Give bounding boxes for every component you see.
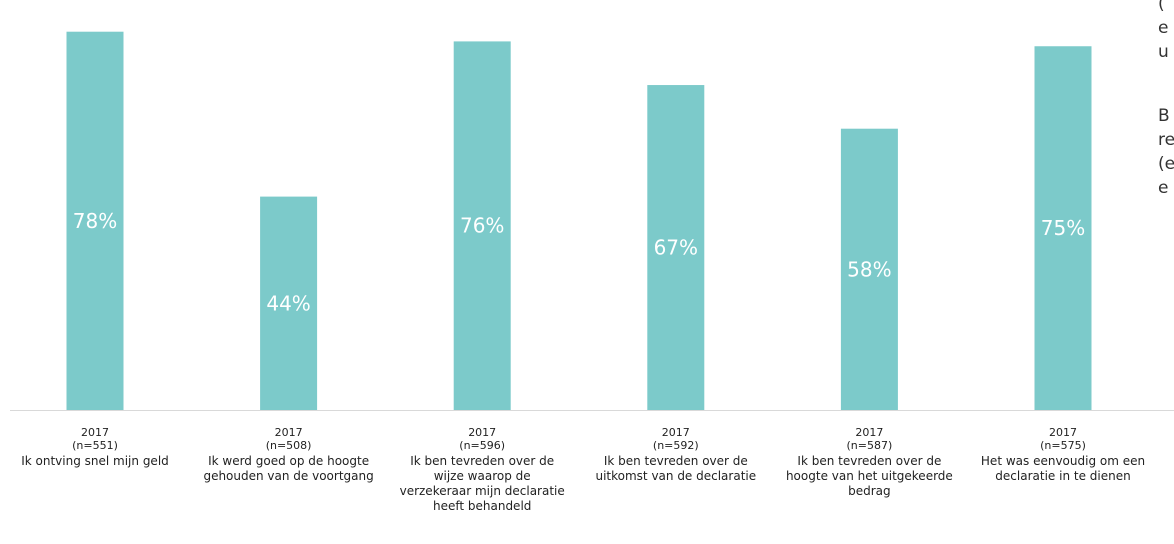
data-label: 78% — [73, 209, 117, 233]
category-year: 2017 — [274, 426, 303, 439]
category-year: 2017 — [661, 426, 690, 439]
category-year: 2017 — [1049, 426, 1077, 439]
category-label: 2017 (n=592) Ik ben tevreden over de uitkom… — [576, 426, 776, 484]
bar — [66, 31, 124, 410]
category-sample-size: (n=587) — [846, 439, 893, 452]
category-text: Ik ben tevreden over de hoogte van het ui… — [769, 454, 969, 499]
category-text-line: gehouden van de voortgang — [203, 469, 374, 483]
category-text: Ik ben tevreden over de uitkomst van de d… — [576, 454, 776, 484]
side-text-line: e — [1158, 178, 1169, 198]
side-text-line: B — [1158, 106, 1170, 126]
category-text: Ik werd goed op de hoogte gehouden van de… — [189, 454, 389, 484]
category-text-line: bedrag — [848, 484, 891, 498]
category-label: 2017 (n=596) Ik ben tevreden over de wijze … — [382, 426, 582, 514]
bar — [260, 196, 318, 410]
side-text-line: (e — [1158, 154, 1174, 174]
bar — [1034, 46, 1092, 410]
data-label: 67% — [654, 236, 698, 260]
category-label: 2017 (n=551) Ik ontving snel mijn geld — [0, 426, 195, 469]
bar — [453, 41, 511, 411]
side-text-block-2: B re (e e — [1158, 104, 1174, 200]
category-sample-size: (n=592) — [652, 439, 699, 452]
category-text-line: Ik ben tevreden over de — [797, 454, 942, 468]
data-label: 76% — [460, 214, 504, 238]
category-sample-size: (n=508) — [265, 439, 312, 452]
category-text-line: verzekeraar mijn declaratie — [399, 484, 565, 498]
category-text: Ik ben tevreden over de wijze waarop de ve… — [382, 454, 582, 514]
category-text: Ik ontving snel mijn geld — [0, 454, 195, 469]
category-text-line: wijze waarop de — [433, 469, 531, 483]
category-label: 2017 (n=587) Ik ben tevreden over de hoogte… — [769, 426, 969, 499]
category-label: 2017 (n=575) Het was eenvoudig om een decla… — [963, 426, 1163, 484]
side-text-block-1: ( e u — [1158, 0, 1169, 64]
side-text-line: u — [1158, 42, 1169, 62]
category-text-line: Het was eenvoudig om een — [980, 454, 1146, 468]
category-text-line: uitkomst van de declaratie — [595, 469, 757, 483]
category-text-line: Ik werd goed op de hoogte — [208, 454, 370, 468]
category-sample-size: (n=551) — [72, 439, 118, 452]
bar — [647, 85, 705, 411]
category-text: Het was eenvoudig om een declaratie in te… — [963, 454, 1163, 484]
category-text-line: Ik ontving snel mijn geld — [21, 454, 169, 468]
category-text-line: heeft behandeld — [432, 499, 532, 513]
category-year: 2017 — [468, 426, 497, 439]
side-text-line: e — [1158, 18, 1169, 38]
data-label: 44% — [266, 291, 310, 315]
category-sample-size: (n=575) — [1040, 439, 1086, 452]
category-text-line: Ik ben tevreden over de — [603, 454, 748, 468]
category-year: 2017 — [855, 426, 884, 439]
bar — [840, 128, 898, 410]
category-label: 2017 (n=508) Ik werd goed op de hoogte geho… — [189, 426, 389, 484]
side-text-line: re — [1158, 130, 1174, 150]
data-label: 58% — [847, 257, 891, 281]
category-text-line: hoogte van het uitgekeerde — [785, 469, 953, 483]
category-text-line: Ik ben tevreden over de — [410, 454, 555, 468]
category-year: 2017 — [81, 426, 109, 439]
data-label: 75% — [1041, 216, 1085, 240]
category-sample-size: (n=596) — [459, 439, 506, 452]
category-text-line: declaratie in te dienen — [995, 469, 1131, 483]
side-text-line: ( — [1158, 0, 1165, 14]
